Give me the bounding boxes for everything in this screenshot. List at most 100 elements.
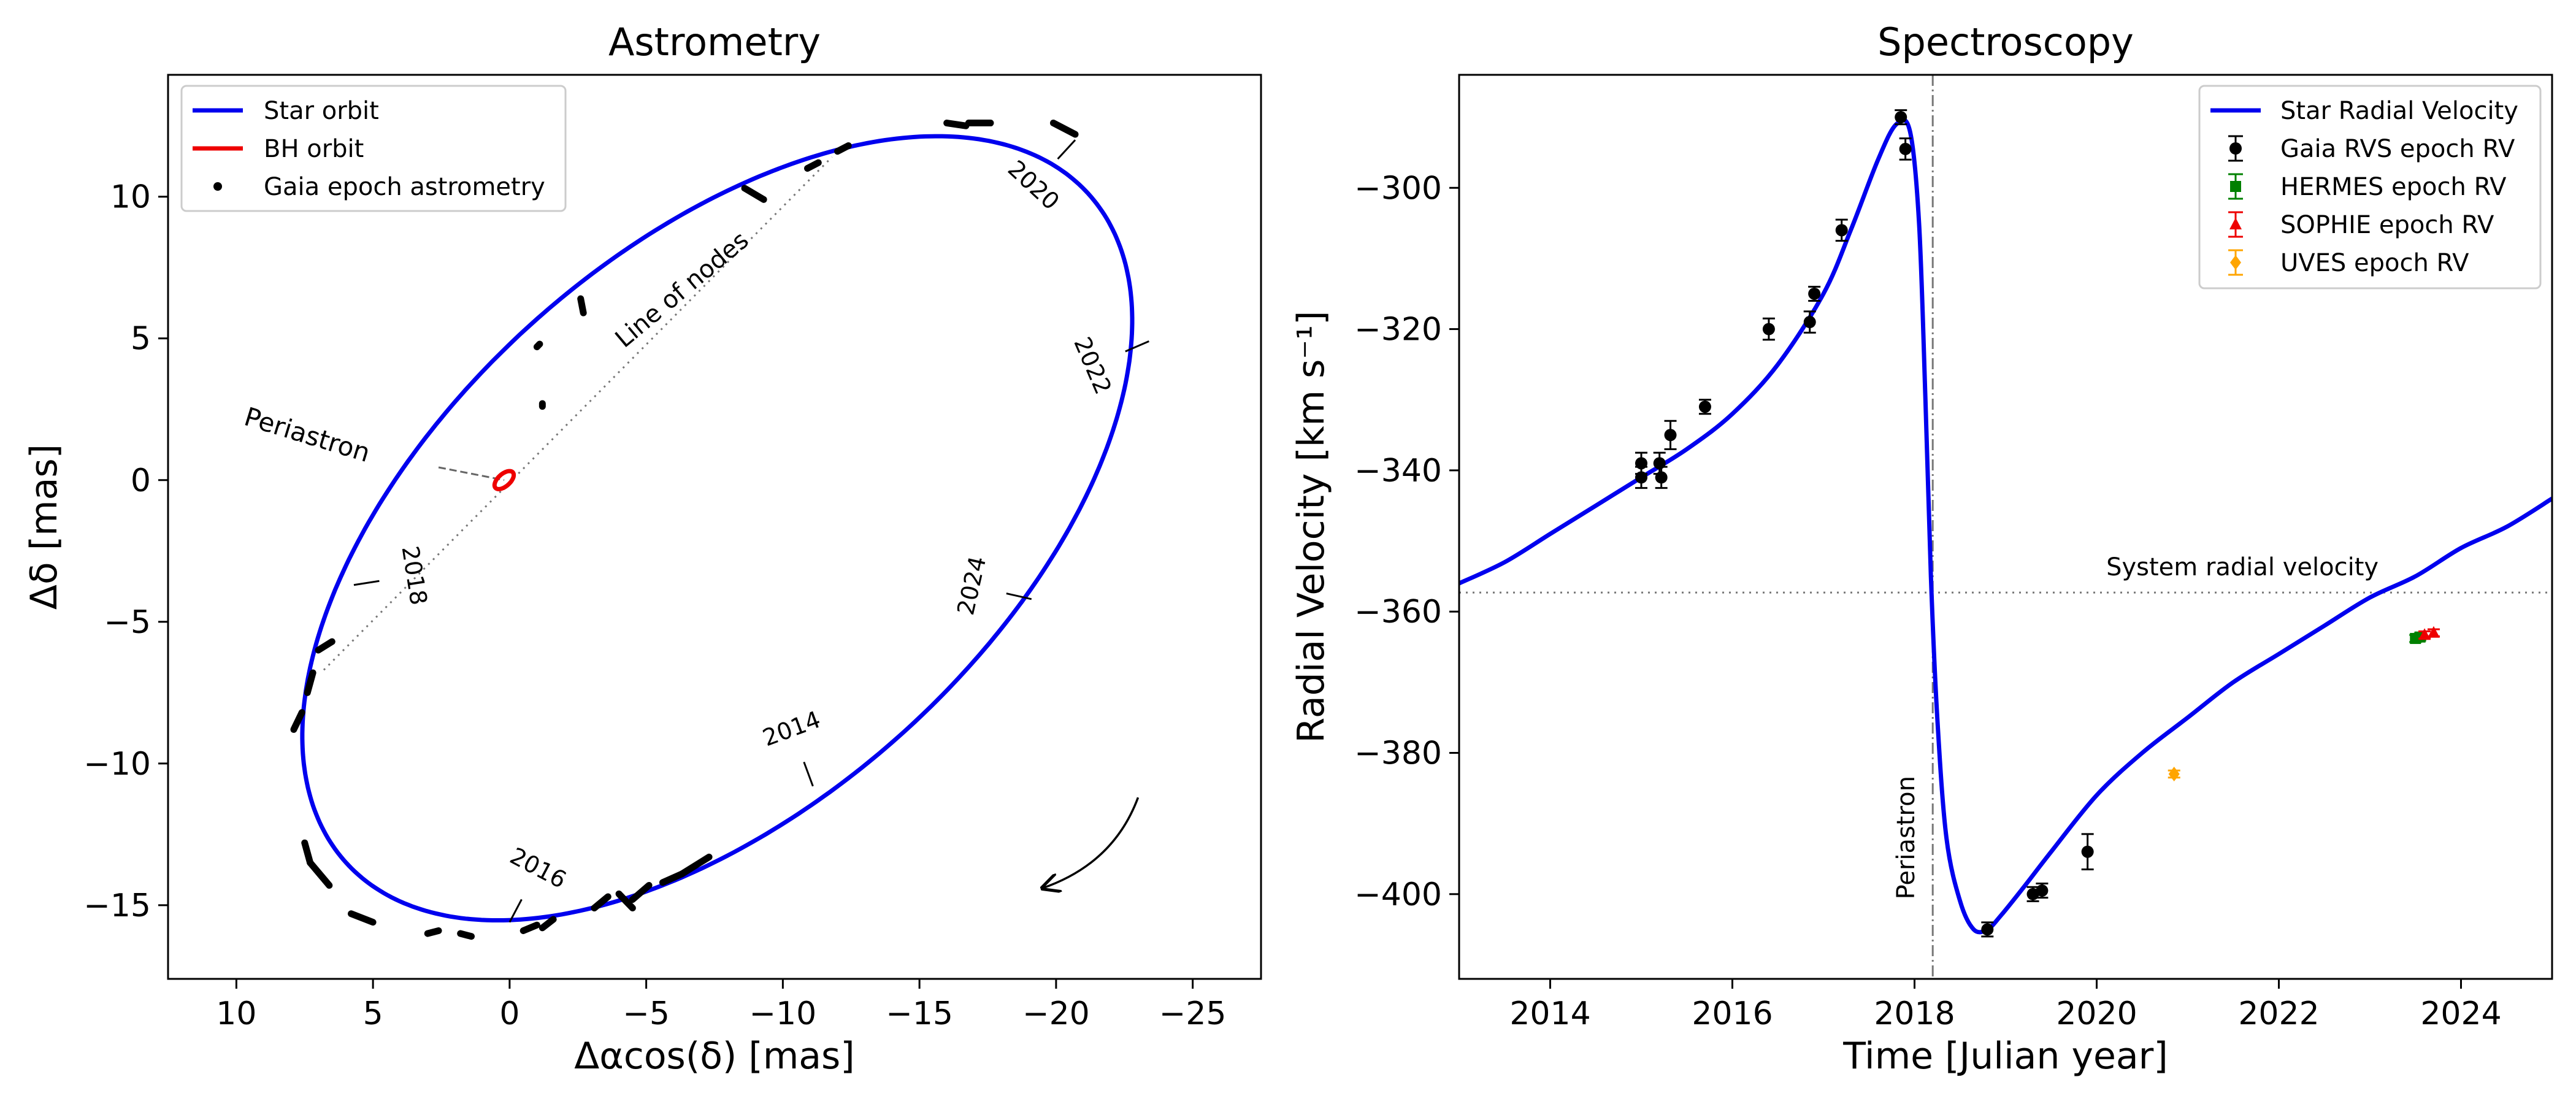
astrometry-legend: Star orbit BH orbit Gaia epoch astrometry bbox=[180, 85, 567, 212]
spectroscopy-y-axis-label: Radial Velocity [km s⁻¹] bbox=[1290, 311, 1333, 743]
rv-data-point bbox=[1635, 471, 1647, 484]
gaia-astrometry-point bbox=[577, 295, 587, 316]
legend-label: HERMES epoch RV bbox=[2280, 173, 2507, 201]
year-label: 2018 bbox=[397, 544, 432, 607]
y-tick-label: −380 bbox=[1354, 735, 1442, 772]
spectroscopy-title: Spectroscopy bbox=[1877, 20, 2134, 64]
legend-swatch bbox=[2229, 142, 2242, 155]
y-tick-label: 5 bbox=[131, 321, 151, 358]
gaia-astrometry-point bbox=[457, 930, 475, 940]
rv-data-point bbox=[1664, 429, 1677, 442]
periastron-time-label: Periastron bbox=[1892, 776, 1920, 899]
year-tick bbox=[353, 580, 380, 586]
gaia-astrometry-point bbox=[424, 927, 442, 937]
legend-box bbox=[180, 85, 567, 212]
gaia-astrometry-point bbox=[533, 340, 543, 351]
x-tick-label: −15 bbox=[886, 995, 953, 1032]
rv-data-point bbox=[2427, 626, 2440, 638]
gaia-astrometry-point bbox=[539, 916, 557, 932]
y-tick-label: −340 bbox=[1354, 453, 1442, 489]
rv-data-point bbox=[1899, 142, 1912, 155]
x-tick-label: 10 bbox=[216, 995, 256, 1032]
gaia-astrometry-point bbox=[834, 142, 852, 155]
line-of-nodes bbox=[323, 156, 833, 671]
spectroscopy-plot-area: System radial velocity Periastron bbox=[1459, 75, 2552, 979]
year-label: 2016 bbox=[505, 842, 570, 894]
spectroscopy-panel: Spectroscopy System radial velocity Peria… bbox=[1290, 20, 2553, 1078]
x-tick-label: 2014 bbox=[1509, 995, 1590, 1032]
legend-label: SOPHIE epoch RV bbox=[2280, 211, 2494, 239]
y-tick-label: −400 bbox=[1354, 876, 1442, 913]
x-tick-label: 2022 bbox=[2238, 995, 2319, 1032]
rv-data-point bbox=[1803, 316, 1816, 329]
astrometry-y-axis-label: Δδ [mas] bbox=[23, 444, 66, 610]
y-tick-label: −5 bbox=[104, 604, 151, 641]
astrometry-plot-area: Line of nodesPeriastron20142016201820202… bbox=[241, 120, 1149, 940]
x-tick-label: 0 bbox=[499, 995, 519, 1032]
x-tick-label: 2020 bbox=[2056, 995, 2137, 1032]
legend-label: Gaia epoch astrometry bbox=[264, 173, 545, 201]
gaia-astrometry-point bbox=[315, 638, 335, 654]
spectroscopy-legend: Star Radial Velocity Gaia RVS epoch RV HER… bbox=[2198, 85, 2542, 289]
gaia-astrometry-point bbox=[615, 890, 636, 911]
x-tick-label: 2016 bbox=[1692, 995, 1773, 1032]
x-tick-label: −20 bbox=[1022, 995, 1090, 1032]
rv-data-point bbox=[1981, 923, 1994, 936]
y-tick-label: −300 bbox=[1354, 170, 1442, 207]
x-tick-label: 2018 bbox=[1874, 995, 1955, 1032]
rv-data-point bbox=[2168, 767, 2180, 782]
legend-box bbox=[2198, 85, 2542, 289]
legend-label: Star Radial Velocity bbox=[2280, 97, 2518, 125]
astrometry-frame bbox=[167, 74, 1262, 980]
year-label: 2024 bbox=[952, 554, 991, 618]
legend-label: UVES epoch RV bbox=[2280, 249, 2469, 277]
legend-swatch bbox=[2230, 255, 2241, 270]
x-tick-label: −5 bbox=[623, 995, 670, 1032]
rv-data-point bbox=[2036, 884, 2049, 897]
gaia-astrometry-point bbox=[301, 839, 314, 867]
x-tick-label: 2024 bbox=[2420, 995, 2501, 1032]
y-tick-label: 0 bbox=[131, 462, 151, 499]
periastron-line bbox=[438, 466, 505, 481]
rv-data-point bbox=[2081, 845, 2094, 858]
legend-swatch bbox=[2230, 181, 2241, 192]
year-tick bbox=[1006, 592, 1032, 600]
legend-label: Star orbit bbox=[264, 97, 379, 125]
bh-orbit-line bbox=[492, 469, 516, 492]
y-tick-label: −10 bbox=[83, 746, 151, 783]
astrometry-x-axis-label: Δαcos(δ) [mas] bbox=[574, 1035, 854, 1078]
system-rv-label: System radial velocity bbox=[2106, 553, 2379, 581]
x-tick-label: −25 bbox=[1159, 995, 1227, 1032]
gaia-astrometry-point bbox=[803, 159, 822, 172]
rv-data-point bbox=[1895, 111, 1907, 124]
star-rv-curve bbox=[1459, 117, 2552, 935]
gaia-astrometry-point bbox=[591, 893, 611, 911]
legend-label: BH orbit bbox=[264, 135, 364, 163]
year-tick bbox=[508, 899, 523, 923]
legend-swatch bbox=[2229, 218, 2242, 229]
x-tick-label: 5 bbox=[363, 995, 383, 1032]
astrometry-title: Astrometry bbox=[608, 20, 821, 64]
rv-data-point bbox=[1808, 287, 1821, 300]
direction-arrow bbox=[1043, 797, 1140, 888]
gaia-astrometry-point bbox=[519, 921, 540, 934]
gaia-astrometry-point bbox=[347, 910, 377, 926]
y-tick-label: −360 bbox=[1354, 594, 1442, 631]
rv-data-point bbox=[1698, 401, 1711, 413]
periastron-label: Periastron bbox=[241, 401, 374, 468]
y-tick-label: 10 bbox=[110, 179, 151, 216]
year-label: 2022 bbox=[1068, 333, 1117, 398]
astrometry-panel: Astrometry Line of nodesPeriastron201420… bbox=[23, 20, 1262, 1078]
year-tick bbox=[1125, 340, 1149, 353]
gaia-astrometry-point bbox=[307, 859, 333, 889]
rv-data-point bbox=[1835, 224, 1848, 237]
gaia-astrometry-point bbox=[629, 882, 653, 903]
year-label: 2014 bbox=[759, 706, 824, 752]
gaia-astrometry-point bbox=[304, 669, 316, 696]
spectroscopy-x-axis-label: Time [Julian year] bbox=[1842, 1035, 2168, 1078]
gaia-astrometry-point bbox=[678, 853, 713, 878]
legend-swatch bbox=[213, 182, 222, 191]
astrometry-ticks: 10 5 0 −5 −10 −15 −20 −25 10 5 0 −5 −10 −15 bbox=[83, 179, 1226, 1032]
gaia-astrometry-point bbox=[659, 870, 686, 886]
